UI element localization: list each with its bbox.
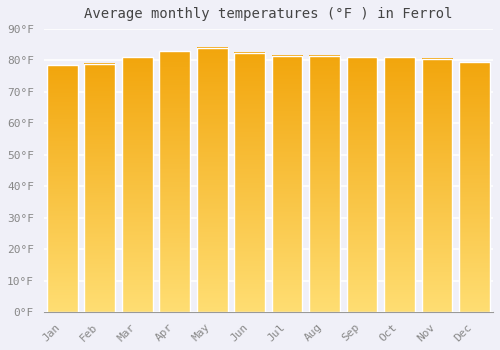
Bar (47, 65, 78, 312)
Bar (384, 57, 415, 312)
Bar (309, 56, 340, 312)
Title: Average monthly temperatures (°F ) in Ferrol: Average monthly temperatures (°F ) in Fe… (84, 7, 452, 21)
Bar (459, 62, 490, 312)
Bar (422, 59, 452, 312)
Bar (197, 48, 228, 312)
Bar (84, 64, 115, 312)
Bar (122, 57, 152, 312)
Bar (160, 51, 190, 312)
Bar (346, 57, 378, 312)
Bar (272, 56, 302, 312)
Bar (234, 52, 265, 312)
